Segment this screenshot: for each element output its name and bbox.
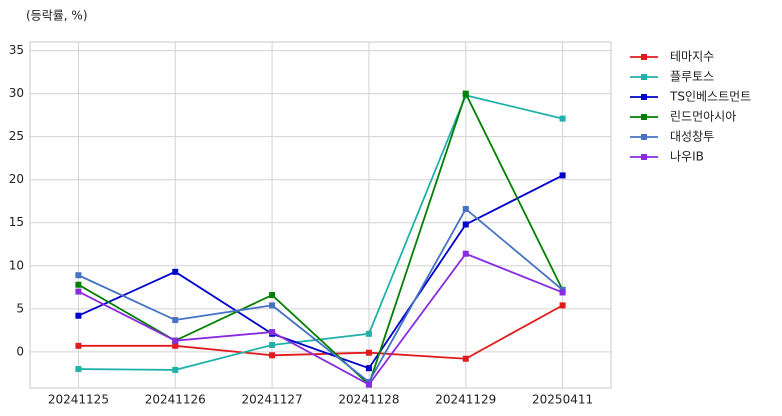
point-marker (559, 289, 566, 296)
point-marker (462, 355, 469, 362)
y-tick-label: 35 (9, 43, 24, 57)
legend-marker (641, 134, 647, 140)
legend-label: 플루토스 (670, 70, 714, 84)
legend-label: 대성창투 (670, 130, 714, 144)
legend-label: 테마지수 (670, 50, 714, 64)
series-line (78, 174, 563, 370)
y-tick-label: 10 (9, 258, 24, 272)
point-marker (462, 250, 469, 257)
x-tick-label: 20250411 (532, 393, 593, 407)
series-line (77, 91, 564, 387)
point-marker (559, 115, 566, 122)
point-marker (75, 366, 82, 373)
y-tick-label: 25 (9, 129, 24, 143)
x-tick-label: 20241128 (338, 393, 399, 407)
legend-marker (641, 114, 647, 120)
plot-frame (29, 41, 612, 389)
point-marker (75, 288, 82, 295)
legend-marker (641, 54, 647, 60)
y-tick-label: 15 (9, 215, 24, 229)
point-marker (172, 337, 179, 344)
x-tick-label: 20241129 (435, 393, 496, 407)
x-tick-label: 20241126 (145, 393, 206, 407)
point-marker (462, 205, 469, 212)
point-marker (559, 172, 566, 179)
point-marker (172, 268, 179, 275)
point-marker (269, 329, 276, 336)
point-marker (462, 221, 469, 228)
point-marker (269, 292, 276, 299)
y-tick-label: 5 (16, 301, 24, 315)
point-marker (269, 352, 276, 359)
point-marker (172, 342, 179, 349)
legend-marker (641, 94, 647, 100)
series-line (78, 207, 564, 384)
legend-label: 린드먼아시아 (670, 110, 736, 124)
y-tick-label: 0 (16, 344, 24, 358)
x-tick-label: 20241127 (242, 393, 303, 407)
point-marker (75, 342, 82, 349)
point-marker (172, 366, 179, 373)
y-tick-label: 20 (9, 172, 24, 186)
x-tick-label: 20241125 (48, 393, 109, 407)
legend-marker (641, 154, 647, 160)
legend-label: TS인베스트먼트 (669, 90, 751, 104)
point-marker (269, 302, 276, 309)
series-line (78, 252, 563, 386)
point-marker (172, 317, 179, 324)
point-marker (269, 341, 276, 348)
series-line (78, 304, 564, 360)
point-marker (75, 272, 82, 279)
point-marker (365, 381, 372, 388)
point-marker (559, 302, 566, 309)
point-marker (365, 330, 372, 337)
point-marker (462, 90, 469, 97)
chart-title: (등락률, %) (26, 9, 88, 23)
point-marker (75, 312, 82, 319)
y-tick-label: 30 (9, 86, 24, 100)
legend-label: 나우IB (670, 150, 704, 164)
point-marker (365, 349, 372, 356)
point-marker (365, 365, 372, 372)
point-marker (75, 281, 82, 288)
legend-marker (641, 74, 647, 80)
